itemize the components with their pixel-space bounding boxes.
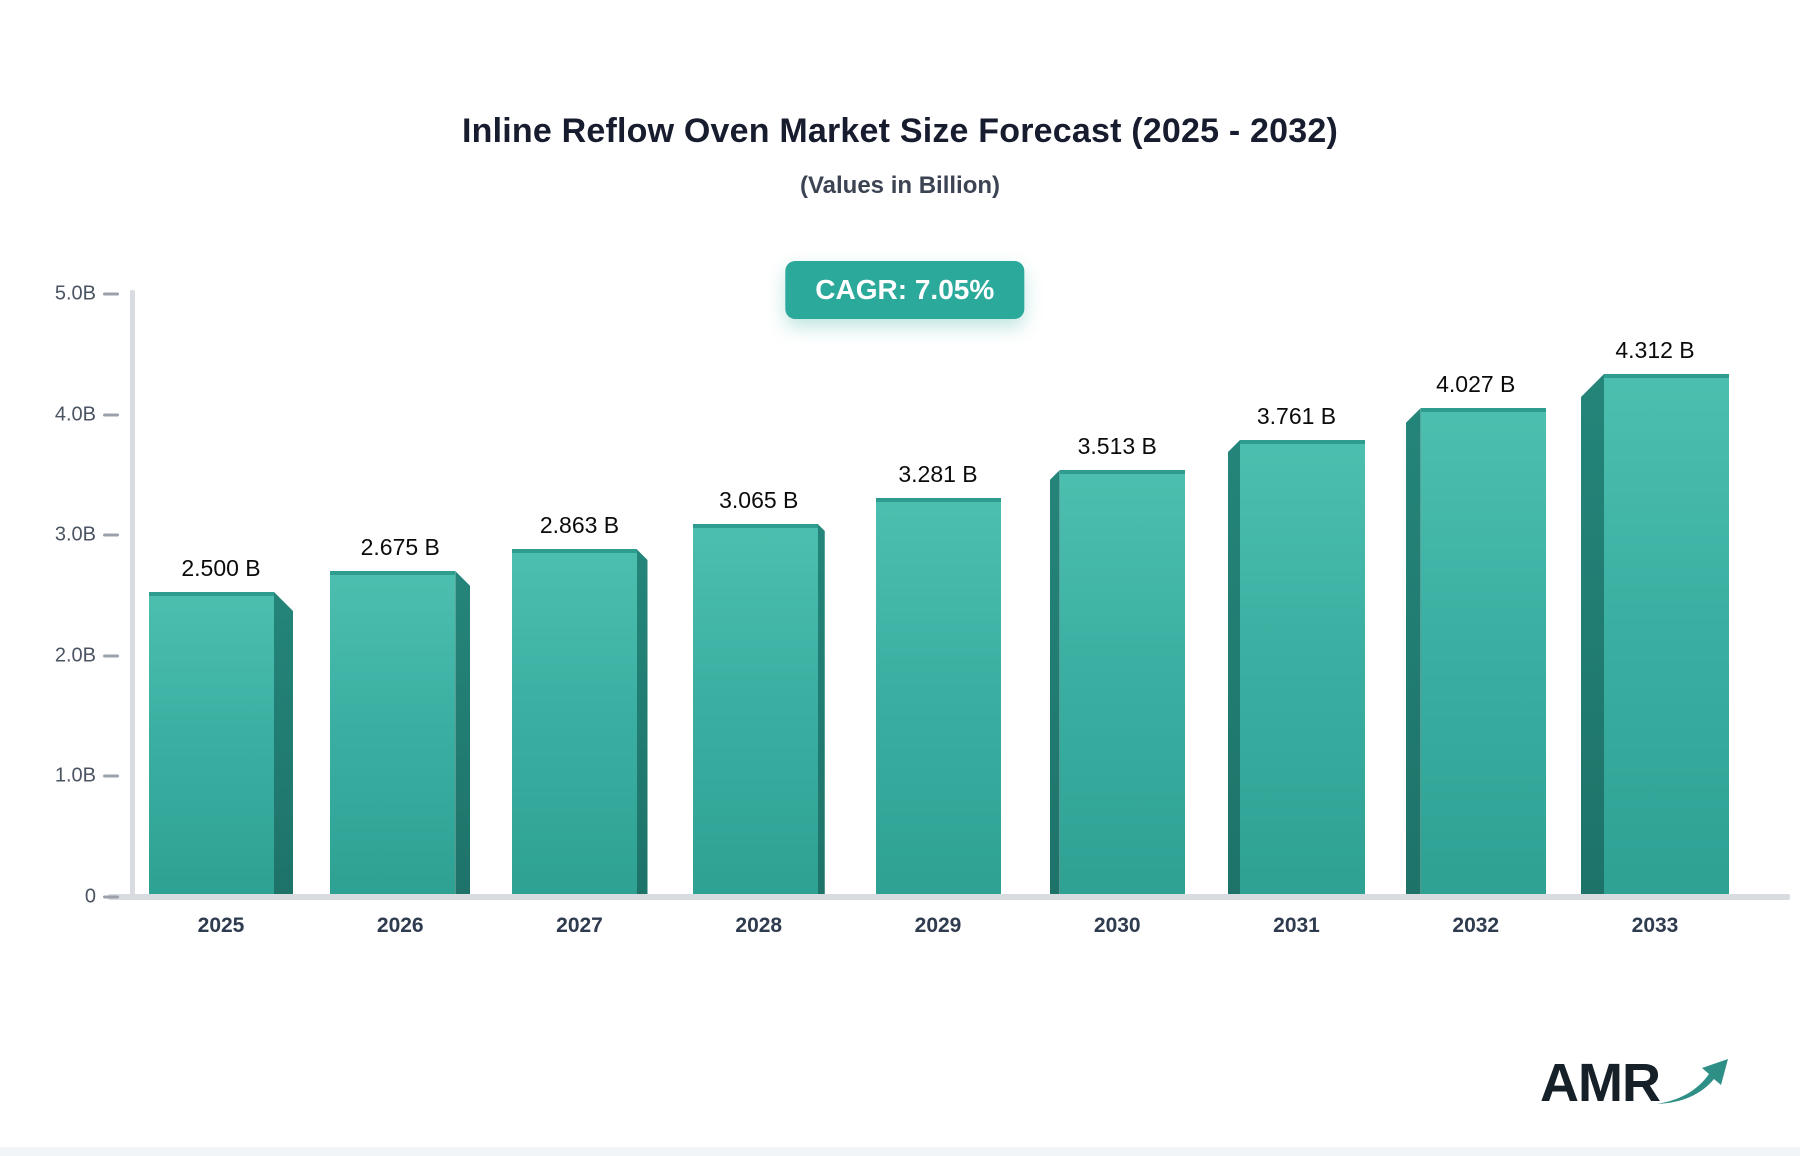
bar-side-face [817, 524, 825, 894]
y-tick-mark [103, 292, 119, 296]
bar-side-face [1228, 440, 1240, 894]
logo-text: AMR [1540, 1053, 1661, 1113]
y-tick-label: 5.0B [54, 282, 96, 305]
y-tick-label: 2.0B [54, 644, 96, 667]
bar-front-face [511, 549, 637, 894]
bar-value-label: 2.500 B [181, 555, 261, 581]
bar-value-label: 3.761 B [1256, 403, 1337, 429]
bar-value-label: 3.065 B [719, 487, 799, 513]
y-tick-label: 1.0B [54, 764, 96, 787]
logo-arrow-icon [1656, 1059, 1728, 1104]
bar-value-label: 4.312 B [1615, 337, 1695, 363]
bar-front-face [1420, 408, 1546, 894]
x-tick-label-2029: 2029 [914, 914, 962, 937]
x-tick-label-2025: 2025 [197, 914, 245, 937]
bar-front-face [1604, 374, 1729, 894]
bar-front-face [1240, 440, 1365, 894]
bar-2027: 2.863 B [511, 512, 648, 894]
x-tick-label-2027: 2027 [556, 914, 603, 937]
x-tick-label-2026: 2026 [376, 914, 424, 937]
bar-value-label: 3.281 B [898, 461, 978, 487]
bar-front-face [692, 524, 818, 894]
bar-front-face [149, 592, 274, 894]
bar-side-face [636, 549, 648, 894]
bar-value-label: 4.027 B [1436, 371, 1516, 397]
x-axis-line [108, 894, 1790, 900]
bar-2031: 3.761 B [1228, 403, 1365, 894]
x-tick-label-2030: 2030 [1093, 914, 1141, 937]
x-tick-label-2033: 2033 [1631, 914, 1679, 937]
bar-value-label: 2.675 B [360, 534, 440, 560]
bar-front-face [1059, 470, 1185, 894]
bar-side-face [455, 571, 471, 894]
y-tick-mark [103, 533, 119, 537]
y-axis-line [130, 290, 135, 900]
y-tick-mark [103, 654, 119, 658]
y-tick-mark [103, 895, 119, 899]
y-tick-label: 3.0B [54, 523, 96, 546]
bar-side-face [1049, 470, 1060, 894]
bar-side-face [274, 592, 293, 894]
bar-front-face [330, 571, 456, 894]
bar-front-face [875, 498, 1001, 894]
bar-2030: 3.513 B [1049, 433, 1185, 894]
bar-2028: 3.065 B [692, 487, 825, 894]
amr-logo: AMR [1540, 1040, 1770, 1126]
y-tick-label: 4.0B [54, 403, 96, 426]
bar-side-face [1581, 374, 1604, 894]
cagr-badge: CAGR: 7.05% [785, 261, 1025, 319]
y-tick-mark [103, 774, 119, 778]
bar-2033: 4.312 B [1581, 337, 1729, 894]
x-tick-label-2031: 2031 [1273, 914, 1320, 937]
chart-title: Inline Reflow Oven Market Size Forecast … [461, 112, 1339, 150]
footer-strip [0, 1147, 1800, 1156]
y-tick-mark [103, 413, 119, 417]
bar-side-face [1405, 408, 1421, 894]
chart-subtitle: (Values in Billion) [799, 172, 1001, 199]
bar-value-label: 2.863 B [539, 512, 620, 538]
x-tick-label-2032: 2032 [1452, 914, 1500, 937]
bar-2026: 2.675 B [330, 534, 471, 894]
bar-2029: 3.281 B [875, 461, 1001, 894]
bar-2032: 4.027 B [1405, 371, 1546, 894]
x-tick-label-2028: 2028 [735, 914, 783, 937]
bar-value-label: 3.513 B [1077, 433, 1157, 459]
y-tick-label: 0 [84, 885, 96, 908]
bar-2025: 2.500 B [149, 555, 293, 894]
